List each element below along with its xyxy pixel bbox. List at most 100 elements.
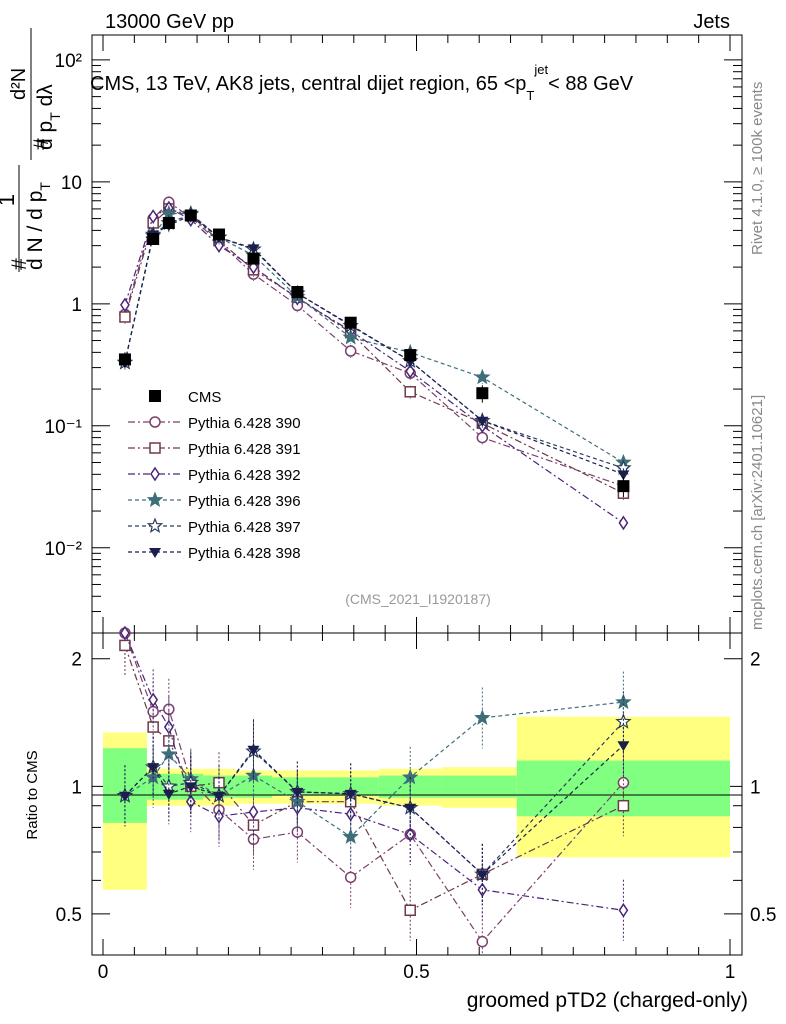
- ratio-series-point: [617, 799, 630, 812]
- ratio-series-group: [116, 625, 632, 954]
- main-y-axis: 10⁻² 10⁻¹ 1 10 10²: [45, 51, 742, 634]
- ratio-y-tick-label-right: 0.5: [750, 905, 776, 926]
- x-tick-label: 0: [98, 962, 109, 983]
- data-point: [476, 387, 489, 400]
- data-point: [247, 252, 260, 265]
- main-series-point: [120, 297, 130, 313]
- legend-marker: [149, 442, 161, 454]
- main-series-point: [148, 209, 159, 224]
- ratio-uncertainty-bands: [103, 716, 730, 890]
- ratio-series-point: [476, 935, 489, 948]
- ratio-series-point: [618, 902, 629, 918]
- svg-text:1: 1: [0, 194, 19, 206]
- ratio-series-point: [402, 768, 419, 785]
- main-plot-frame: [91, 34, 743, 634]
- main-series-point: [618, 515, 629, 531]
- ratio-series-point: [119, 639, 131, 652]
- main-series-point: [247, 244, 260, 255]
- legend-marker: [149, 416, 161, 428]
- main-series-point: [214, 238, 224, 253]
- legend-label: Pythia 6.428 397: [188, 519, 301, 536]
- main-series-point: [344, 345, 357, 357]
- main-series-point: [474, 368, 491, 385]
- data-point: [162, 216, 175, 229]
- rivet-label: Rivet 4.1.0, ≥ 100k events: [749, 82, 766, 255]
- svg-text:d N / d pT: d N / d pT: [24, 182, 53, 270]
- ratio-series-point: [248, 804, 259, 820]
- svg-text:#: #: [30, 138, 53, 150]
- legend-marker: [150, 466, 160, 482]
- ratio-series-line: [124, 701, 624, 838]
- legend-marker: [149, 548, 161, 558]
- ratio-series-point: [404, 803, 417, 814]
- ratio-series-line: [124, 721, 624, 876]
- ratio-y-tick-label: 2: [71, 650, 82, 671]
- legend-label: Pythia 6.428 392: [188, 467, 301, 484]
- y-axis-title-ratio: Ratio to CMS: [24, 750, 41, 839]
- legend-label: Pythia 6.428 391: [188, 441, 301, 458]
- legend-marker-cms: [149, 390, 161, 402]
- ratio-series-line: [124, 632, 624, 911]
- x-axis-title: groomed pTD2 (charged-only): [467, 989, 748, 1012]
- data-point: [344, 316, 357, 329]
- ratio-y-tick-label: 0.5: [56, 905, 82, 926]
- main-y-tick-label: 10: [61, 173, 82, 194]
- data-point: [291, 286, 304, 299]
- x-tick-label: 1: [725, 962, 736, 983]
- data-point: [617, 480, 630, 493]
- ratio-series-point: [118, 791, 131, 802]
- legend-marker: [146, 491, 164, 508]
- main-series-point: [404, 386, 416, 398]
- main-series-point: [342, 328, 359, 345]
- legend-label: Pythia 6.428 396: [188, 493, 301, 510]
- ratio-series-point: [163, 719, 174, 735]
- ratio-series-point: [120, 625, 130, 641]
- main-series-point: [476, 431, 489, 444]
- ratio-series-point: [476, 870, 489, 881]
- ratio-series-point: [615, 713, 632, 729]
- header-right: Jets: [693, 11, 730, 33]
- main-y-tick-label: 1: [71, 295, 82, 316]
- main-series-line: [124, 214, 624, 475]
- plot-title: CMS, 13 TeV, AK8 jets, central dijet reg…: [90, 62, 634, 103]
- ratio-series-point: [617, 741, 630, 752]
- ratio-series-point: [247, 745, 260, 756]
- data-point: [184, 209, 197, 222]
- x-axis: 0 0.5 1: [98, 35, 736, 983]
- analysis-id: (CMS_2021_I1920187): [345, 591, 491, 607]
- svg-text:d pT dλ: d pT dλ: [34, 84, 63, 150]
- legend-marker: [146, 517, 164, 534]
- ratio-series-point: [184, 782, 197, 793]
- main-series-point: [476, 416, 489, 427]
- ratio-series-point: [617, 776, 630, 789]
- main-series-line: [124, 201, 624, 487]
- ratio-y-tick-label-right: 1: [750, 777, 761, 798]
- ratio-series-point: [404, 904, 416, 917]
- mcplots-label: mcplots.cern.ch [arXiv:2401.10621]: [749, 395, 766, 630]
- data-point: [118, 353, 131, 366]
- ratio-series-point: [147, 763, 160, 774]
- data-point: [212, 228, 225, 241]
- ratio-series-point: [342, 828, 359, 844]
- x-tick-label: 0.5: [403, 962, 429, 983]
- main-series-point: [405, 363, 416, 379]
- legend: CMS Pythia 6.428 390 Pythia 6.428 391 Pythi…: [128, 389, 301, 562]
- main-series-point: [617, 470, 630, 481]
- main-y-tick-label: 10⁻¹: [45, 417, 83, 438]
- ratio-series-point: [162, 789, 175, 800]
- ratio-band-inner: [441, 775, 517, 798]
- ratio-series-point: [160, 745, 178, 762]
- ratio-series-point: [148, 692, 159, 708]
- main-y-tick-label: 10⁻²: [45, 539, 83, 560]
- ratio-series-point: [344, 789, 357, 800]
- ratio-y-tick-label-right: 2: [750, 650, 761, 671]
- main-series-point: [119, 311, 131, 323]
- main-y-tick-label: 10²: [55, 51, 82, 72]
- legend-label: Pythia 6.428 398: [188, 545, 301, 562]
- ratio-series-point: [289, 793, 306, 809]
- legend-label-cms: CMS: [188, 389, 221, 406]
- data-point: [147, 233, 160, 246]
- data-point: [404, 349, 417, 362]
- legend-label: Pythia 6.428 390: [188, 415, 301, 432]
- ratio-series-point: [212, 791, 225, 802]
